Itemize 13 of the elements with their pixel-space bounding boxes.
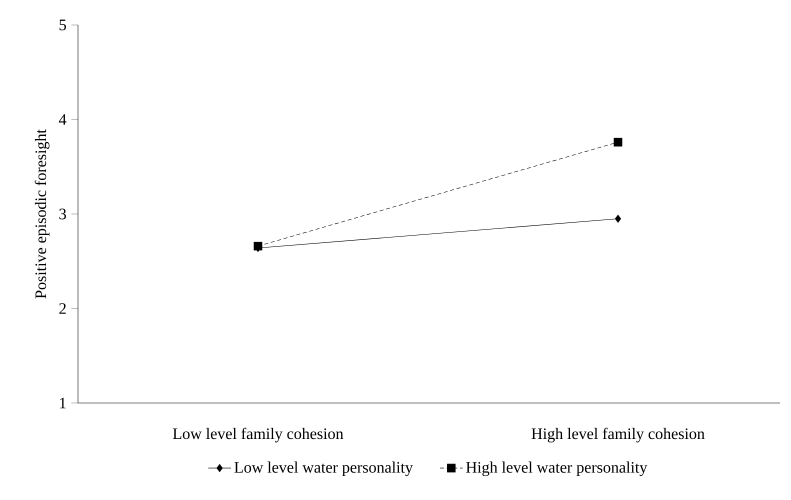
y-axis-title: Positive episodic foresight	[34, 129, 50, 298]
x-tick-label: Low level family cohesion	[172, 428, 344, 442]
legend-label: High level water personality	[466, 462, 648, 476]
y-tick-label: 4	[58, 114, 66, 125]
y-tick-label: 5	[60, 20, 66, 30]
y-tick-label: 3	[59, 208, 66, 220]
y-tick-label: 1	[60, 398, 66, 408]
legend-label: Low level water personality	[234, 462, 413, 476]
point	[614, 138, 622, 146]
y-tick-label: 2	[59, 303, 66, 314]
x-tick-label: High level family cohesion	[532, 428, 705, 442]
point	[614, 214, 622, 223]
point	[254, 242, 262, 250]
